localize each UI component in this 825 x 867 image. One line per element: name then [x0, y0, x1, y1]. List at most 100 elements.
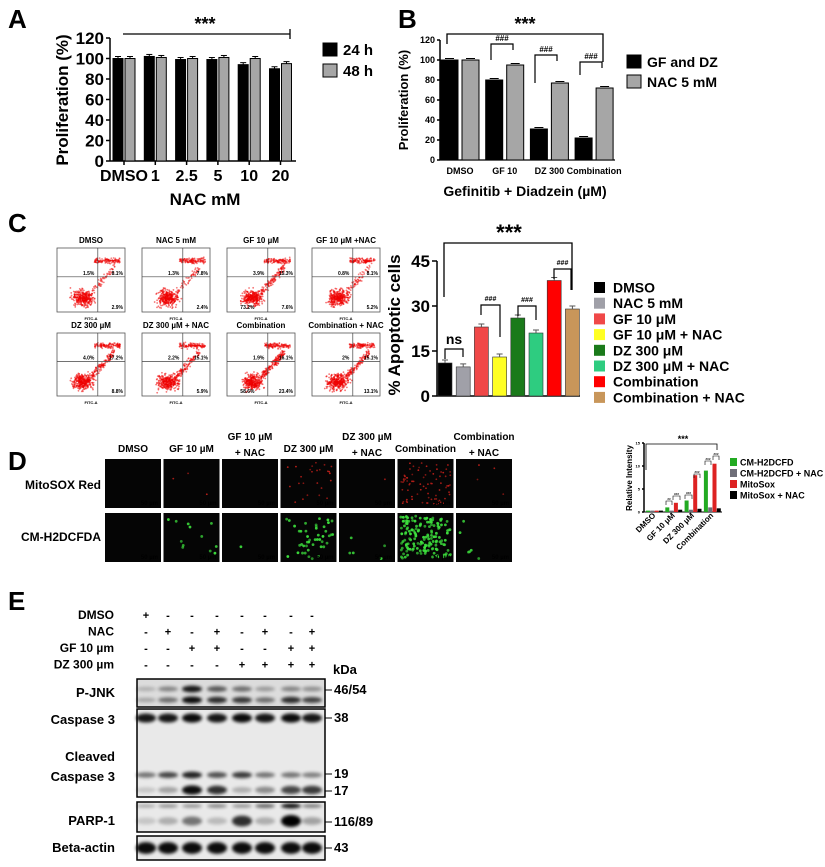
quadrant-q1-value: 3.9%: [253, 271, 265, 277]
flow-dot: [87, 377, 90, 380]
quadrant-q1-value: 4.0%: [83, 355, 95, 361]
flow-dot: [163, 384, 166, 387]
flow-dot: [93, 297, 96, 300]
flow-dot: [77, 290, 80, 293]
flow-dot: [246, 307, 249, 310]
flow-dot: [323, 387, 326, 390]
flow-dot: [112, 268, 114, 271]
cell-dot: [322, 525, 326, 529]
flow-dot: [82, 386, 84, 389]
cell-dot: [436, 524, 440, 528]
flow-dot: [192, 271, 195, 274]
flow-dot: [249, 291, 252, 294]
cell-dot: [448, 493, 451, 496]
flow-dot: [161, 378, 164, 381]
quadrant-q2-value: 16.1%: [279, 355, 294, 361]
flow-dot: [338, 303, 341, 305]
y-tick-label: 0: [421, 387, 430, 406]
flow-dot: [91, 296, 94, 299]
cell-dot: [406, 480, 409, 482]
flow-dot: [183, 364, 186, 367]
flow-dot: [341, 288, 344, 291]
flow-dot: [245, 302, 248, 305]
flow-dot: [82, 293, 84, 296]
flow-dot: [276, 343, 279, 346]
flow-dot: [261, 293, 263, 295]
cell-dot: [325, 541, 329, 545]
flow-dot: [175, 298, 178, 301]
cell-dot: [445, 468, 448, 471]
flow-dot: [366, 341, 369, 344]
cell-dot: [435, 498, 438, 500]
flow-dot: [287, 345, 290, 348]
flow-dot: [340, 380, 343, 383]
flow-dot: [196, 344, 199, 347]
flow-dot: [92, 388, 94, 391]
column-header: DMSO: [118, 444, 148, 455]
scale-bar-label: 50 µm: [492, 501, 509, 507]
flow-dot: [91, 288, 94, 290]
flow-dot: [70, 292, 73, 294]
panel-label-b: B: [398, 4, 417, 34]
cell-dot: [427, 537, 431, 541]
flow-dot: [194, 261, 197, 264]
flow-dot: [99, 368, 101, 371]
cell-dot: [412, 480, 415, 483]
cell-dot: [302, 482, 305, 485]
flow-dot: [279, 345, 281, 348]
flow-dot: [160, 304, 162, 307]
cell-dot: [348, 551, 352, 555]
cell-dot: [304, 521, 307, 525]
flow-dot: [330, 288, 333, 291]
flow-plot-frame: [311, 332, 381, 397]
bar: [143, 55, 155, 162]
flow-dot: [85, 385, 87, 388]
flow-dot: [279, 259, 282, 261]
quadrant-q3-value: 58.6%: [240, 389, 255, 395]
cell-dot: [318, 468, 321, 471]
cell-dot: [205, 493, 208, 496]
flow-dot: [339, 299, 342, 301]
flow-dot: [88, 297, 91, 300]
bar: [218, 56, 230, 162]
flow-dot: [329, 384, 332, 387]
x-tick-label: 20: [272, 168, 290, 185]
flow-dot: [102, 343, 105, 346]
flow-dot: [194, 259, 197, 262]
quadrant-q2-value: 15.3%: [279, 271, 294, 277]
flow-plot-title: GF 10 µM +NAC: [316, 236, 376, 245]
flow-dot: [165, 305, 168, 307]
panel-label-d: D: [8, 446, 27, 476]
flow-dot: [100, 283, 103, 286]
flow-dot: [204, 344, 206, 347]
x-tick-label: 10: [240, 168, 258, 185]
flow-dot: [253, 299, 256, 302]
flow-dot: [112, 257, 115, 259]
flow-dot: [251, 385, 254, 388]
flow-dot: [346, 293, 349, 296]
flow-dot: [175, 378, 177, 381]
cell-dot: [430, 533, 433, 537]
cell-dot: [411, 480, 413, 483]
cell-dot: [427, 492, 429, 495]
flow-dot: [260, 380, 262, 383]
cell-dot: [409, 462, 411, 465]
flow-dot: [74, 291, 76, 293]
flow-dot: [169, 388, 172, 391]
flow-dot: [164, 289, 167, 291]
flow-dot: [253, 293, 256, 296]
cell-dot: [298, 543, 302, 547]
flow-dot: [178, 370, 181, 373]
cell-dot: [200, 535, 204, 538]
flow-dot: [159, 377, 161, 380]
quadrant-q1-value: 0.8%: [338, 271, 350, 277]
cell-dot: [444, 475, 447, 478]
flow-dot: [240, 302, 242, 305]
flow-dot: [357, 273, 360, 276]
flow-plot-frame: [141, 247, 211, 313]
cell-dot: [399, 526, 403, 530]
flow-dot: [261, 300, 263, 303]
flow-dot: [337, 385, 340, 388]
y-tick-label: 0: [95, 152, 104, 171]
flow-dot: [92, 289, 94, 292]
